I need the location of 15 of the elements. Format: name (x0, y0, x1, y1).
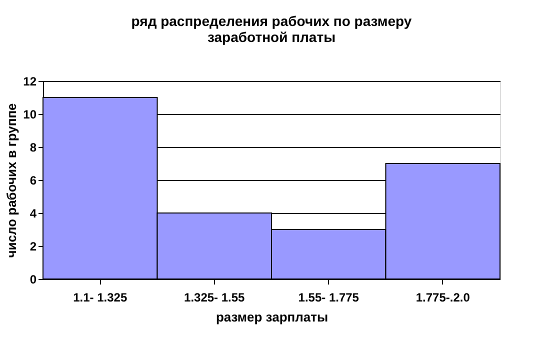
y-tick-label: 0 (30, 272, 37, 286)
text: ряд распределения рабочих по размеру (131, 13, 412, 29)
x-tick-label: 1.55- 1.775 (298, 290, 360, 304)
x-tick-label: 1.1- 1.325 (73, 290, 128, 304)
x-tick-label: 1.775-.2.0 (416, 290, 470, 304)
y-tick-label: 12 (23, 74, 37, 88)
y-tick-label: 10 (23, 108, 37, 122)
x-tick-label: 1.325- 1.55 (184, 290, 246, 304)
y-tick-label: 6 (30, 174, 37, 188)
y-tick-label: 2 (30, 240, 37, 254)
text: заработной платы (207, 29, 336, 45)
x-axis-title: размер зарплаты (216, 310, 328, 324)
y-tick-label: 4 (30, 206, 37, 220)
y-axis-title: число рабочих в группе (4, 103, 20, 258)
y-tick-label: 8 (30, 140, 37, 154)
